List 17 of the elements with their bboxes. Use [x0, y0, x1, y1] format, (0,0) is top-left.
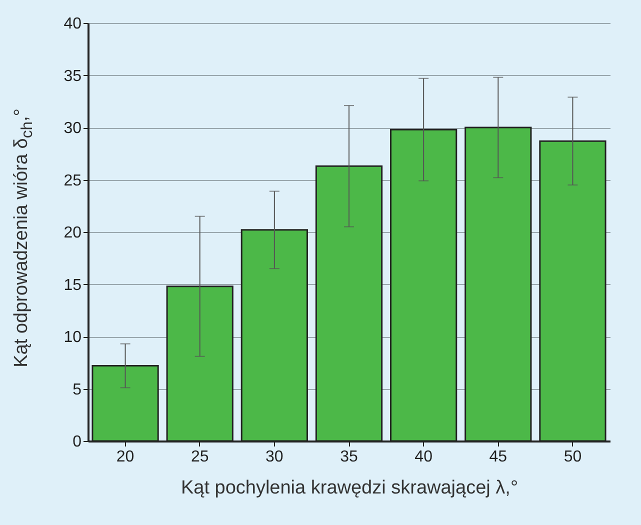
x-tick-label: 40 [414, 448, 433, 466]
x-tick-label: 50 [564, 448, 582, 466]
x-tick-label: 25 [190, 448, 209, 466]
x-tick-label: 35 [340, 448, 358, 466]
x-axis-title: Kąt pochylenia krawędzi skrawającej λ,° [180, 478, 518, 498]
y-tick-label: 35 [64, 68, 82, 85]
y-tick-label: 5 [72, 381, 82, 398]
x-tick-label: 20 [116, 448, 134, 466]
y-tick-label: 15 [64, 276, 82, 294]
y-tick-label: 30 [64, 120, 82, 137]
y-tick-label: 0 [72, 434, 82, 450]
y-tick-label: 40 [64, 16, 82, 32]
x-tick-label: 30 [266, 448, 284, 466]
y-tick-label: 25 [64, 172, 82, 190]
y-tick-label: 10 [64, 329, 82, 346]
x-tick-label: 45 [489, 448, 508, 466]
y-tick-label: 20 [64, 224, 82, 242]
